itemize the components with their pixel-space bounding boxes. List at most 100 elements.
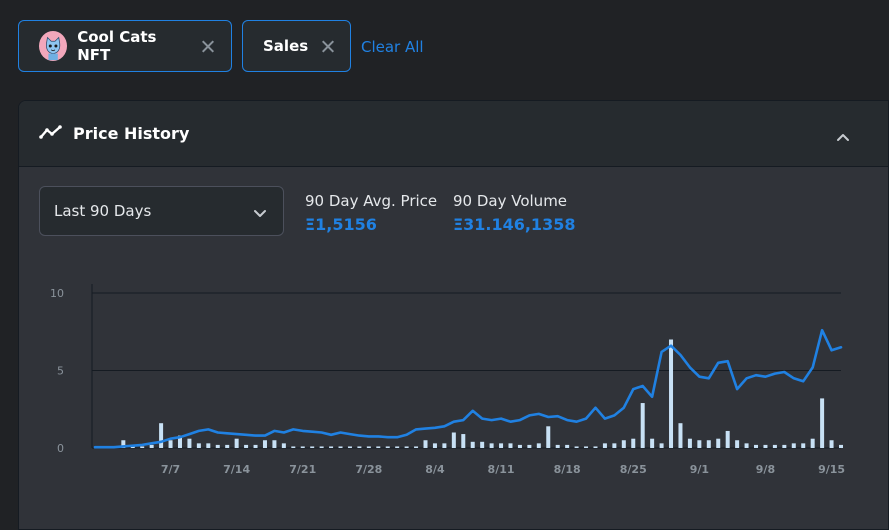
- x-tick-label: 8/25: [620, 463, 647, 476]
- volume-bar: [480, 441, 485, 448]
- volume-bar: [517, 444, 522, 448]
- volume-bar: [810, 438, 815, 448]
- volume-bar: [489, 443, 494, 448]
- volume-bar: [546, 426, 551, 448]
- volume-bar: [669, 339, 674, 448]
- x-tick-label: 7/28: [355, 463, 382, 476]
- price-history-header[interactable]: Price History: [19, 101, 888, 167]
- volume-bar: [177, 435, 182, 448]
- volume-bar: [602, 443, 607, 448]
- y-tick-label: 0: [57, 442, 64, 455]
- volume-bar: [262, 440, 267, 448]
- cool-cat-avatar: [39, 31, 68, 61]
- volume-bar: [121, 440, 126, 448]
- volume-bar: [319, 446, 324, 448]
- volume-bar: [385, 446, 390, 448]
- volume-bar: [801, 443, 806, 448]
- clear-all-button[interactable]: Clear All: [361, 38, 424, 56]
- volume-bar: [650, 438, 655, 448]
- trend-line-icon: [39, 124, 63, 144]
- x-tick-label: 8/11: [488, 463, 515, 476]
- volume-bar: [565, 444, 570, 448]
- volume-bar: [631, 438, 636, 448]
- close-icon[interactable]: [202, 40, 213, 52]
- volume-bar: [725, 430, 730, 448]
- x-tick-label: 9/8: [756, 463, 775, 476]
- volume-bar: [159, 423, 164, 448]
- volume-bar: [414, 446, 419, 448]
- volume-label: 90 Day Volume: [453, 192, 568, 210]
- price-history-chart: 10 5 0 7/7 7/14 7/21 7/28 8/4 8/11 8/18 8/25 9/1 9/8…: [50, 284, 845, 476]
- volume-bar: [395, 446, 400, 448]
- volume-bar: [555, 444, 560, 448]
- volume-bar: [772, 444, 777, 448]
- volume-bar: [300, 446, 305, 448]
- volume-stat: 90 Day Volume Ξ31.146,1358: [453, 192, 575, 234]
- avg-price-value: Ξ1,5156: [305, 215, 377, 234]
- volume-bar: [527, 444, 532, 448]
- x-tick-label: 8/4: [425, 463, 445, 476]
- volume-bar: [215, 444, 220, 448]
- volume-bar: [225, 444, 230, 448]
- volume-bar: [140, 446, 145, 448]
- time-range-select[interactable]: Last 90 Days: [39, 186, 284, 236]
- collection-filter-label: Cool Cats NFT: [77, 28, 157, 64]
- x-tick-label: 8/18: [554, 463, 581, 476]
- volume-bar: [366, 446, 371, 448]
- volume-bar: [706, 440, 711, 448]
- volume-bar: [281, 443, 286, 448]
- price-line: [93, 328, 843, 449]
- x-tick-label: 9/1: [690, 463, 709, 476]
- x-tick-label: 9/15: [818, 463, 845, 476]
- close-icon[interactable]: [322, 40, 332, 52]
- volume-bar: [697, 440, 702, 448]
- volume-bar: [461, 434, 466, 448]
- volume-bar: [735, 440, 740, 448]
- volume-bar: [432, 443, 437, 448]
- x-tick-label: 7/14: [223, 463, 250, 476]
- volume-bar: [338, 446, 343, 448]
- volume-bar: [508, 443, 513, 448]
- volume-bar: [423, 440, 428, 448]
- volume-bar: [376, 446, 381, 448]
- volume-bar: [206, 443, 211, 448]
- volume-bar: [404, 446, 409, 448]
- chevron-up-icon[interactable]: [836, 127, 850, 146]
- volume-bar: [196, 443, 201, 448]
- volume-bar: [451, 432, 456, 448]
- avg-price-stat: 90 Day Avg. Price Ξ1,5156: [305, 192, 437, 234]
- x-tick-label: 7/21: [289, 463, 316, 476]
- volume-bar: [244, 444, 249, 448]
- volume-bar: [754, 444, 759, 448]
- volume-bar: [716, 438, 721, 448]
- chevron-down-icon: [253, 205, 267, 223]
- avg-price-label: 90 Day Avg. Price: [305, 192, 438, 210]
- volume-bar: [744, 443, 749, 448]
- volume-bar: [187, 438, 192, 448]
- y-tick-label: 10: [50, 287, 64, 300]
- volume-bar: [347, 446, 352, 448]
- volume-bar: [621, 440, 626, 448]
- volume-bar: [272, 440, 277, 448]
- price-history-panel: Price History Last 90 Days 90 Day Avg. P…: [18, 100, 889, 530]
- volume-bar: [442, 443, 447, 448]
- volume-bar: [640, 403, 645, 448]
- volume-bar: [253, 444, 258, 448]
- volume-bar: [820, 398, 825, 448]
- volume-bar: [839, 444, 843, 448]
- volume-bar: [659, 443, 664, 448]
- volume-value: Ξ31.146,1358: [453, 215, 576, 234]
- volume-bar: [149, 444, 154, 448]
- volume-bar: [763, 444, 768, 448]
- collection-filter-chip[interactable]: Cool Cats NFT: [18, 20, 232, 72]
- volume-bar: [357, 446, 362, 448]
- volume-bar: [791, 443, 796, 448]
- volume-bar: [499, 443, 504, 448]
- panel-title: Price History: [73, 124, 190, 143]
- event-filter-chip[interactable]: Sales: [242, 20, 351, 72]
- volume-bar: [593, 446, 598, 448]
- volume-bar: [678, 423, 683, 448]
- volume-bar: [470, 441, 475, 448]
- volume-bar: [829, 440, 834, 448]
- x-tick-label: 7/7: [161, 463, 180, 476]
